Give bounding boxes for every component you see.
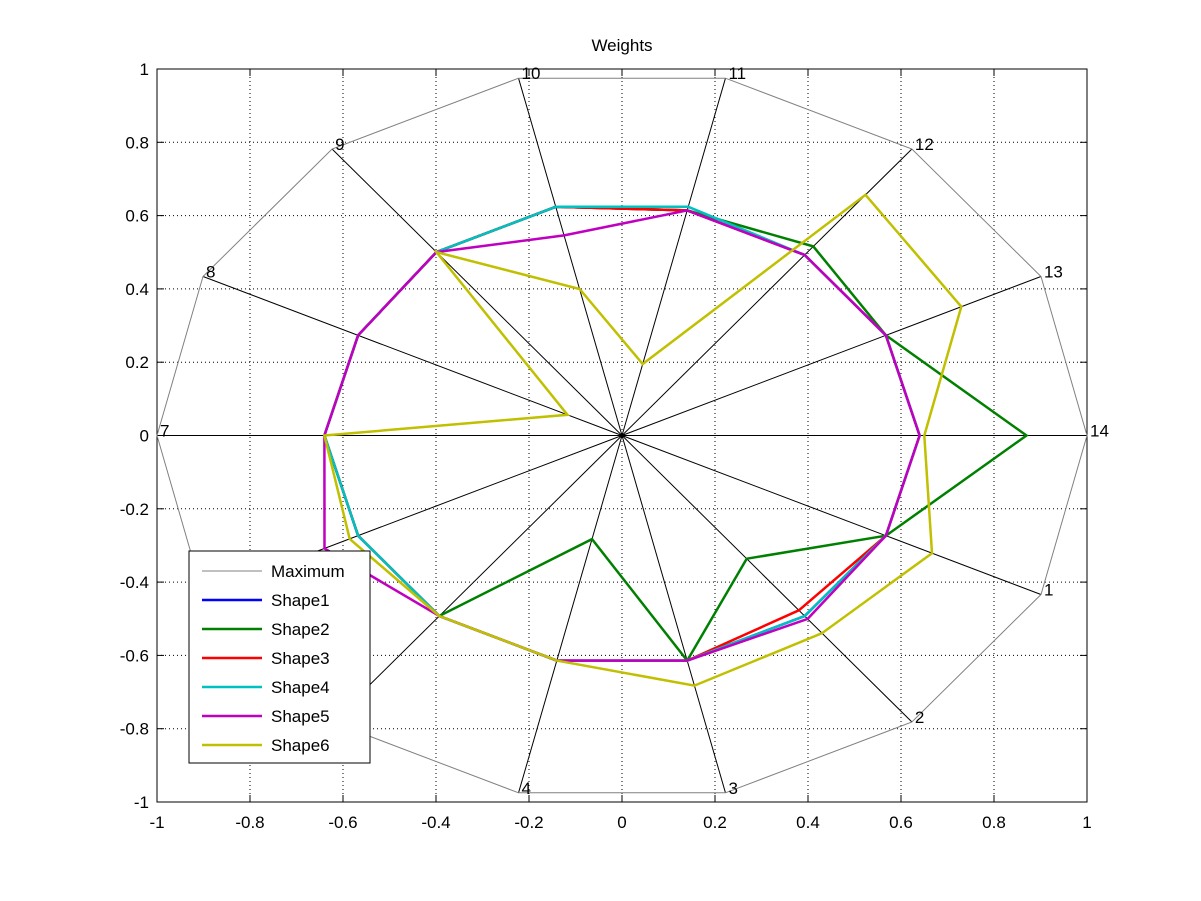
spoke-label: 2 <box>915 708 924 727</box>
legend: Maximum Shape1 Shape2 Shape3 Shape4 Shape5 Sha… <box>188 550 371 764</box>
legend-label: Shape3 <box>271 649 330 668</box>
legend-label: Shape1 <box>271 591 330 610</box>
y-tick-label: 0.4 <box>125 280 149 299</box>
y-tick-label: 0.8 <box>125 133 149 152</box>
x-tick-label: 0 <box>617 813 626 832</box>
y-tick-label: 1 <box>140 60 149 79</box>
spoke-label: 13 <box>1044 262 1063 281</box>
series-line-shape6 <box>322 193 963 687</box>
y-tick-label: -0.6 <box>120 646 149 665</box>
x-tick-label: -0.4 <box>421 813 450 832</box>
spoke-label: 3 <box>728 779 737 798</box>
spoke-line <box>621 435 1042 595</box>
spoke-line <box>331 148 623 436</box>
spoke-line <box>202 276 623 436</box>
spoke-line <box>621 276 1042 436</box>
y-tick-label: 0.2 <box>125 353 149 372</box>
x-axis: -1 -0.8 -0.6 -0.4 -0.2 0 0.2 0.4 0.6 0.8 1 <box>149 69 1092 832</box>
x-tick-label: 0.4 <box>796 813 820 832</box>
spoke-line <box>621 435 726 793</box>
spoke-label: 11 <box>728 64 746 83</box>
spoke-line <box>621 78 726 436</box>
spoke-line <box>331 435 623 723</box>
x-tick-label: -0.6 <box>328 813 357 832</box>
x-tick-label: 0.6 <box>889 813 913 832</box>
spoke-line <box>518 78 623 436</box>
legend-label: Maximum <box>271 562 345 581</box>
spokes <box>157 78 1087 793</box>
y-tick-label: 0.6 <box>125 207 149 226</box>
x-tick-label: -1 <box>149 813 164 832</box>
series-line-shape5 <box>323 209 921 662</box>
x-tick-label: 0.2 <box>703 813 727 832</box>
series-line-maximum <box>156 77 1088 794</box>
spoke-label: 7 <box>160 422 169 441</box>
legend-label: Shape2 <box>271 620 330 639</box>
y-tick-label: -1 <box>134 793 149 812</box>
x-tick-label: -0.8 <box>235 813 264 832</box>
spoke-label: 4 <box>522 779 531 798</box>
y-axis: -1 -0.8 -0.6 -0.4 -0.2 0 0.2 0.4 0.6 0.8 1 <box>120 60 1087 812</box>
chart-title: Weights <box>591 36 652 55</box>
legend-label: Shape5 <box>271 707 330 726</box>
series-group <box>156 77 1088 794</box>
y-tick-label: -0.8 <box>120 720 149 739</box>
x-tick-label: 0.8 <box>982 813 1006 832</box>
spoke-label: 8 <box>206 262 215 281</box>
legend-label: Shape6 <box>271 736 330 755</box>
spoke-label: 12 <box>915 135 934 154</box>
spoke-label: 9 <box>335 135 344 154</box>
spoke-line <box>621 435 913 723</box>
x-tick-label: -0.2 <box>514 813 543 832</box>
y-tick-label: -0.4 <box>120 573 149 592</box>
spoke-label: 1 <box>1044 581 1053 600</box>
spoke-line <box>518 435 623 793</box>
x-tick-label: 1 <box>1082 813 1091 832</box>
spoke-label: 10 <box>522 64 541 83</box>
legend-label: Shape4 <box>271 678 330 697</box>
spoke-label: 14 <box>1090 422 1109 441</box>
y-tick-label: 0 <box>140 427 149 446</box>
y-tick-label: -0.2 <box>120 500 149 519</box>
